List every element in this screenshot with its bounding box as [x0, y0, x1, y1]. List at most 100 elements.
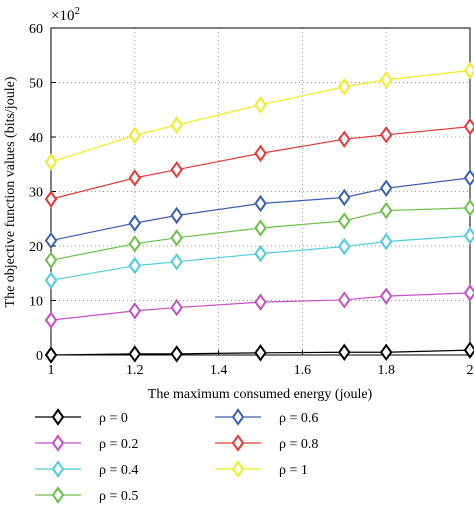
data-point-marker: [170, 345, 183, 363]
data-point-marker: [170, 253, 183, 271]
legend-label: ρ = 0.6: [279, 411, 318, 426]
x-axis-label: The maximum consumed energy (joule): [148, 387, 373, 402]
y-tick-label: 20: [29, 240, 43, 255]
data-point-marker: [128, 302, 142, 320]
data-point-marker: [170, 160, 183, 179]
data-point-marker: [44, 251, 58, 269]
data-point-marker: [44, 153, 58, 171]
y-multiplier-exponent: 2: [74, 5, 80, 17]
y-multiplier-base: ×10: [51, 8, 74, 24]
legend-marker: [51, 486, 65, 504]
x-tick-label: 1.4: [210, 363, 228, 378]
data-point-marker: [170, 206, 183, 225]
x-axis-ticks: 1 1.2 1.4 1.6 1.8 2: [48, 350, 474, 378]
y-axis-multiplier: ×102: [51, 5, 80, 24]
series-0: [44, 341, 474, 364]
data-point-marker: [128, 169, 142, 187]
series-group: [44, 61, 474, 364]
y-tick-label: 10: [29, 295, 43, 310]
y-tick-label: 40: [29, 131, 43, 146]
data-point-marker: [170, 298, 183, 317]
y-tick-label: 30: [29, 186, 43, 201]
data-point-marker: [254, 344, 267, 362]
legend-entry: ρ = 1: [215, 460, 308, 478]
data-point-marker: [128, 256, 142, 275]
legend-marker: [51, 434, 65, 452]
x-tick-label: 1.8: [377, 363, 395, 378]
data-point-marker: [379, 201, 393, 220]
series-1: [44, 284, 474, 329]
series-line: [50, 126, 471, 200]
data-point-marker: [254, 144, 267, 163]
data-point-marker: [338, 343, 351, 361]
data-point-marker: [44, 311, 58, 329]
data-point-marker: [128, 214, 142, 232]
data-point-marker: [463, 341, 474, 359]
data-point-marker: [170, 229, 183, 247]
data-point-marker: [170, 116, 183, 134]
data-point-marker: [338, 78, 351, 96]
data-point-marker: [128, 126, 142, 145]
data-point-marker: [44, 346, 58, 364]
data-point-marker: [379, 179, 393, 197]
x-tick-label: 1.6: [294, 363, 312, 378]
data-point-marker: [128, 345, 142, 363]
legend-entry: ρ = 0: [35, 408, 128, 426]
data-point-marker: [254, 194, 267, 213]
legend-marker: [51, 408, 65, 426]
y-tick-label: 0: [36, 349, 43, 364]
data-point-marker: [463, 199, 474, 217]
legend-entry: ρ = 0.5: [35, 486, 138, 504]
data-point-marker: [379, 232, 393, 251]
legend-label: ρ = 0.8: [279, 437, 318, 452]
legend-marker: [231, 460, 245, 478]
y-axis-ticks: 0 10 20 30 40 50 60: [29, 22, 56, 364]
x-tick-label: 2: [467, 363, 474, 378]
series-6: [44, 61, 474, 171]
y-tick-label: 60: [29, 22, 43, 37]
data-point-marker: [463, 117, 474, 136]
data-point-marker: [379, 343, 393, 361]
legend-entry: ρ = 0.2: [35, 434, 138, 452]
legend-marker: [51, 460, 65, 478]
x-tick-label: 1: [48, 363, 55, 378]
data-point-marker: [338, 291, 351, 309]
series-4: [44, 169, 474, 250]
data-point-marker: [463, 61, 474, 80]
data-point-marker: [338, 130, 351, 148]
data-point-marker: [338, 212, 351, 230]
data-point-marker: [254, 244, 267, 263]
y-axis-label: The objective function values (bits/joul…: [3, 76, 18, 307]
data-point-marker: [379, 71, 393, 89]
data-point-marker: [254, 293, 267, 311]
series-3: [44, 199, 474, 269]
legend-marker: [231, 434, 245, 452]
data-point-marker: [254, 96, 267, 114]
data-point-marker: [44, 271, 58, 290]
legend-label: ρ = 0.2: [99, 437, 138, 452]
series-5: [44, 117, 474, 208]
legend: ρ = 0 ρ = 0.2 ρ = 0.4 ρ = 0.5 ρ = 0.6 ρ = 0.8…: [35, 408, 318, 504]
legend-entry: ρ = 0.6: [215, 408, 318, 426]
data-point-marker: [463, 226, 474, 245]
data-point-marker: [338, 237, 351, 256]
x-tick-label: 1.2: [126, 363, 144, 378]
data-point-marker: [338, 188, 351, 207]
data-point-marker: [44, 231, 58, 250]
legend-label: ρ = 1: [279, 463, 308, 478]
data-point-marker: [44, 190, 58, 208]
data-point-marker: [463, 284, 474, 302]
legend-entry: ρ = 0.4: [35, 460, 138, 478]
legend-marker: [231, 408, 245, 426]
data-point-marker: [254, 219, 267, 237]
legend-entry: ρ = 0.8: [215, 434, 318, 452]
y-tick-label: 50: [29, 77, 43, 92]
data-point-marker: [463, 169, 474, 187]
data-point-marker: [128, 235, 142, 253]
legend-label: ρ = 0.4: [99, 463, 138, 478]
legend-label: ρ = 0.5: [99, 489, 138, 504]
data-point-marker: [379, 287, 393, 305]
series-2: [44, 226, 474, 290]
legend-label: ρ = 0: [99, 411, 128, 426]
